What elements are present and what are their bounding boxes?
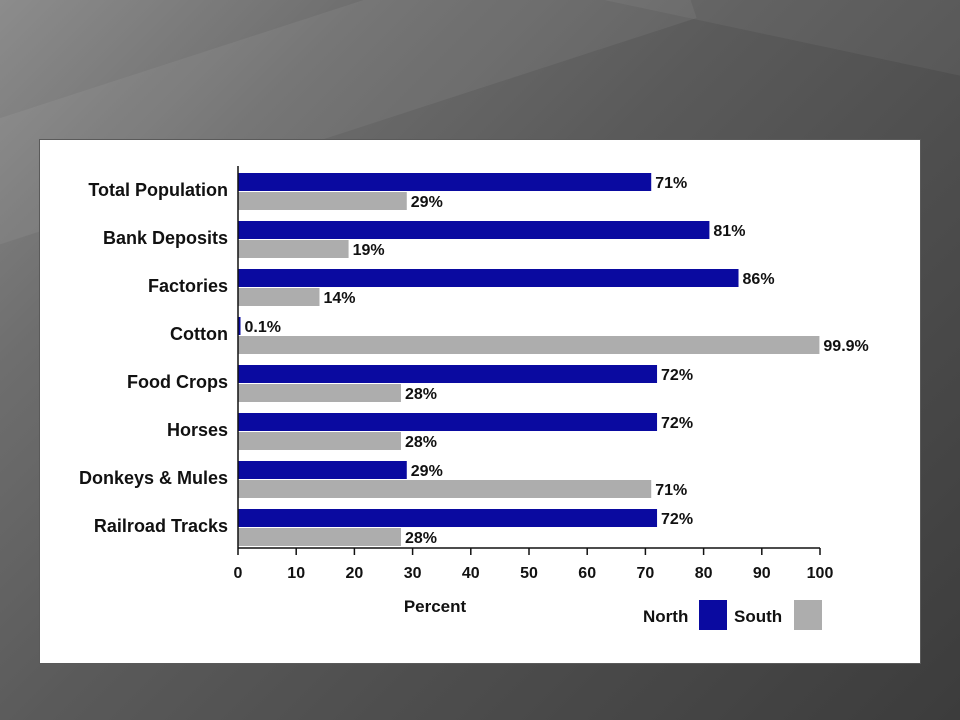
bar-south: [238, 336, 820, 354]
x-tick-label: 90: [753, 565, 771, 582]
x-tick-label: 10: [287, 565, 305, 582]
x-tick-label: 30: [404, 565, 422, 582]
x-tick-label: 40: [462, 565, 480, 582]
data-label: 72%: [661, 415, 693, 432]
data-label: 28%: [405, 434, 437, 451]
data-label: 28%: [405, 530, 437, 547]
data-label: 86%: [743, 271, 775, 288]
category-label: Food Crops: [127, 372, 228, 392]
bar-north: [238, 173, 652, 191]
bar-north: [238, 317, 241, 335]
bar-north: [238, 461, 407, 479]
data-label: 28%: [405, 386, 437, 403]
x-tick-label: 80: [695, 565, 713, 582]
bar-north: [238, 269, 739, 287]
legend-swatch-south: [794, 600, 822, 630]
x-tick-label: 60: [578, 565, 596, 582]
data-label: 14%: [323, 290, 355, 307]
x-tick-label: 70: [637, 565, 655, 582]
category-label: Horses: [167, 420, 228, 440]
bar-south: [238, 288, 320, 306]
x-axis-title: Percent: [404, 597, 467, 616]
data-label: 29%: [411, 463, 443, 480]
data-label: 0.1%: [245, 319, 281, 336]
x-tick-label: 50: [520, 565, 538, 582]
bar-north: [238, 365, 658, 383]
x-tick-label: 100: [807, 565, 834, 582]
data-label: 71%: [655, 175, 687, 192]
bar-south: [238, 384, 401, 402]
x-tick-label: 20: [346, 565, 364, 582]
data-label: 71%: [655, 482, 687, 499]
bar-south: [238, 240, 349, 258]
x-tick-label: 0: [234, 565, 243, 582]
legend-swatch-north: [699, 600, 727, 630]
data-label: 19%: [353, 242, 385, 259]
chart-panel: Total Population 71% 29% Bank Deposits 81% 19…: [40, 140, 920, 663]
data-label: 29%: [411, 194, 443, 211]
bar-south: [238, 480, 652, 498]
data-label: 99.9%: [823, 338, 868, 355]
category-label: Railroad Tracks: [94, 516, 228, 536]
bar-north: [238, 221, 710, 239]
category-label: Total Population: [88, 180, 228, 200]
bar-south: [238, 432, 401, 450]
data-label: 81%: [713, 223, 745, 240]
category-label: Cotton: [170, 324, 228, 344]
bar-south: [238, 528, 401, 546]
legend-label-north: North: [643, 607, 688, 626]
bar-north: [238, 509, 658, 527]
category-label: Bank Deposits: [103, 228, 228, 248]
bar-north: [238, 413, 658, 431]
category-label: Donkeys & Mules: [79, 468, 228, 488]
legend-label-south: South: [734, 607, 782, 626]
category-label: Factories: [148, 276, 228, 296]
data-label: 72%: [661, 367, 693, 384]
bar-south: [238, 192, 407, 210]
data-label: 72%: [661, 511, 693, 528]
bar-chart: Total Population 71% 29% Bank Deposits 81% 19…: [79, 166, 869, 630]
